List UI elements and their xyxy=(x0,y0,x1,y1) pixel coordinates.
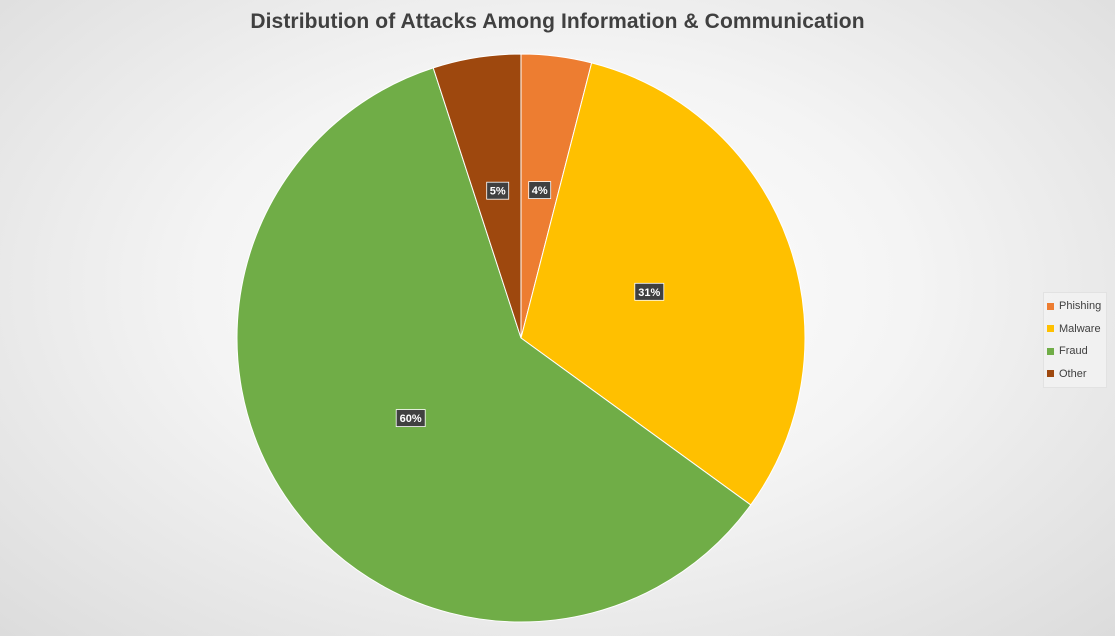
data-label-malware: 31% xyxy=(634,282,665,301)
data-label-text-fraud: 60% xyxy=(400,413,422,425)
legend-item-fraud: Fraud xyxy=(1047,340,1104,363)
data-label-box-fraud xyxy=(395,409,426,428)
legend-swatch-phishing xyxy=(1047,302,1054,310)
data-label-box-other xyxy=(486,181,510,200)
legend-swatch-other xyxy=(1047,370,1054,378)
legend-item-malware: Malware xyxy=(1047,318,1104,341)
data-label-text-phishing: 4% xyxy=(532,185,548,197)
data-label-other: 5% xyxy=(486,181,510,200)
legend: Phishing Malware Fraud Other xyxy=(1043,292,1107,388)
legend-swatch-malware xyxy=(1047,325,1054,333)
legend-swatch-fraud xyxy=(1047,347,1054,355)
legend-label-malware: Malware xyxy=(1059,322,1101,335)
pie-slice-other xyxy=(432,53,522,339)
pie-slices xyxy=(236,53,806,623)
pie-data-labels: 4% 31% 60% 5% xyxy=(395,181,665,428)
data-label-phishing: 4% xyxy=(528,181,552,200)
legend-item-other: Other xyxy=(1047,363,1104,386)
legend-item-phishing: Phishing xyxy=(1047,295,1104,318)
data-label-box-malware xyxy=(634,282,665,301)
legend-label-fraud: Fraud xyxy=(1059,345,1088,358)
data-label-text-other: 5% xyxy=(490,186,506,198)
data-label-fraud: 60% xyxy=(395,409,426,428)
data-label-box-phishing xyxy=(528,181,552,200)
legend-label-phishing: Phishing xyxy=(1059,300,1102,313)
data-label-text-malware: 31% xyxy=(638,287,660,299)
chart-title: Distribution of Attacks Among Informatio… xyxy=(250,10,865,33)
pie-slice-fraud xyxy=(236,67,752,623)
legend-label-other: Other xyxy=(1059,367,1087,380)
